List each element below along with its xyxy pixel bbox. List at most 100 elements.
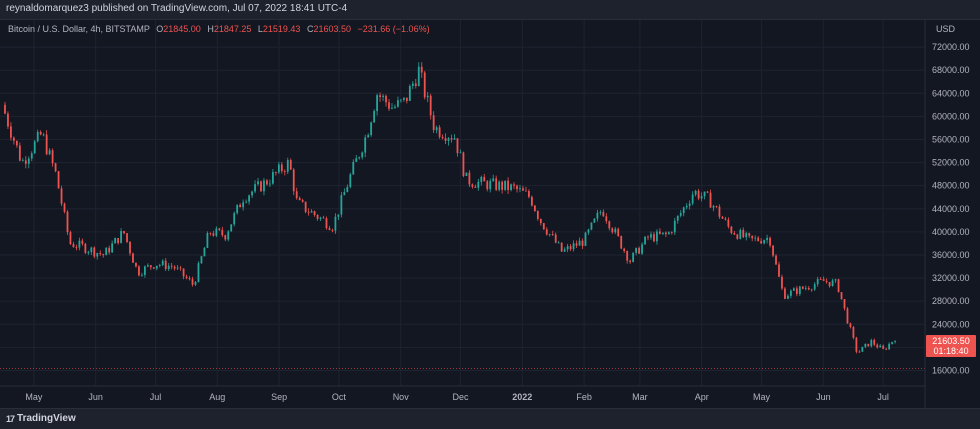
candle-body xyxy=(316,215,319,219)
candle-body xyxy=(322,217,325,219)
x-tick-label: Sep xyxy=(271,392,287,402)
candle-body xyxy=(358,157,361,159)
header-bar: reynaldomarquez3 published on TradingVie… xyxy=(0,0,980,20)
candle-body xyxy=(48,150,51,155)
candle-body xyxy=(462,152,465,176)
candle-body xyxy=(528,191,530,197)
candle-body xyxy=(75,247,78,248)
high-value: 21847.25 xyxy=(213,24,252,34)
candle-body xyxy=(257,181,259,185)
candle-body xyxy=(703,191,706,197)
candle-body xyxy=(608,221,611,229)
chart-area[interactable]: 16000.0020000.0024000.0028000.0032000.00… xyxy=(0,20,980,408)
candle-body xyxy=(328,228,331,230)
candle-body xyxy=(828,281,831,287)
candle-body xyxy=(197,263,200,283)
candle-body xyxy=(414,83,417,86)
candle-body xyxy=(102,254,105,256)
candle-body xyxy=(682,207,685,214)
candle-body xyxy=(367,135,370,138)
candle-body xyxy=(93,247,96,257)
y-tick-label: 56000.00 xyxy=(932,134,970,144)
price-tag: 21603.50 01:18:40 xyxy=(926,335,976,357)
candle-body xyxy=(566,246,569,250)
candle-body xyxy=(513,184,515,186)
candle-body xyxy=(483,176,486,182)
x-tick-label: Feb xyxy=(576,392,592,402)
candle-body xyxy=(596,212,599,219)
candle-body xyxy=(510,184,512,190)
candle-body xyxy=(325,218,328,229)
candle-body xyxy=(572,243,575,250)
open-value: 21845.00 xyxy=(163,24,201,34)
candle-body xyxy=(212,233,215,236)
candle-body xyxy=(593,218,596,223)
candle-body xyxy=(370,122,373,136)
candle-body xyxy=(331,229,334,231)
candle-body xyxy=(745,233,748,238)
candle-body xyxy=(51,150,54,164)
candle-body xyxy=(283,171,286,172)
candle-body xyxy=(397,100,399,107)
candle-body xyxy=(468,172,471,185)
y-tick-label: 24000.00 xyxy=(932,319,970,329)
price-axis[interactable]: 16000.0020000.0024000.0028000.0032000.00… xyxy=(932,42,970,375)
candles xyxy=(4,62,896,354)
candle-body xyxy=(447,138,450,141)
low-value: 21519.43 xyxy=(262,24,301,34)
candle-body xyxy=(239,204,242,208)
price-chart[interactable]: 16000.0020000.0024000.0028000.0032000.00… xyxy=(0,20,980,408)
y-tick-label: 68000.00 xyxy=(932,65,970,75)
candle-body xyxy=(632,252,635,262)
candle-body xyxy=(7,113,9,127)
candle-body xyxy=(438,127,441,137)
candle-body xyxy=(554,234,557,243)
candle-body xyxy=(149,265,152,268)
candle-body xyxy=(441,136,444,139)
candle-body xyxy=(340,195,343,215)
candle-body xyxy=(194,282,197,285)
candle-body xyxy=(233,213,236,225)
candle-body xyxy=(117,238,119,243)
tradingview-logo-icon: 17 xyxy=(6,413,15,424)
candle-body xyxy=(891,341,894,344)
candle-body xyxy=(679,213,682,216)
candle-body xyxy=(763,240,766,244)
x-tick-label: Aug xyxy=(209,392,225,402)
candle-body xyxy=(605,216,608,222)
candle-body xyxy=(706,191,709,193)
candle-body xyxy=(423,72,426,98)
candle-body xyxy=(551,233,554,235)
candle-body xyxy=(245,201,248,203)
x-tick-label: Jun xyxy=(816,392,831,402)
candle-body xyxy=(170,265,173,267)
candle-body xyxy=(155,265,158,269)
candle-body xyxy=(405,97,408,101)
candle-body xyxy=(787,295,789,299)
candle-body xyxy=(569,246,572,250)
candle-body xyxy=(650,234,652,238)
candle-body xyxy=(804,287,807,289)
candle-body xyxy=(849,323,852,328)
y-tick-label: 52000.00 xyxy=(932,158,970,168)
candle-body xyxy=(346,187,349,193)
tradingview-brand[interactable]: 17 TradingView xyxy=(6,413,76,424)
candle-body xyxy=(522,188,524,191)
candle-body xyxy=(81,240,84,244)
candle-body xyxy=(132,253,134,263)
candle-body xyxy=(653,234,655,242)
candle-body xyxy=(614,228,617,233)
candle-body xyxy=(215,228,218,236)
candle-body xyxy=(126,233,128,242)
candle-body xyxy=(536,211,539,219)
candle-body xyxy=(590,222,593,230)
candle-body xyxy=(846,308,849,324)
candle-body xyxy=(453,138,456,140)
time-axis[interactable]: May Jun Jul Aug Sep Oct Nov Dec 2022 Feb Mar Apr May… xyxy=(25,392,889,402)
candle-body xyxy=(792,288,795,291)
change-value: −231.66 (−1.06%) xyxy=(357,24,430,34)
candle-body xyxy=(691,194,694,204)
candle-body xyxy=(242,202,245,208)
candle-body xyxy=(221,229,224,236)
candle-body xyxy=(760,240,763,244)
